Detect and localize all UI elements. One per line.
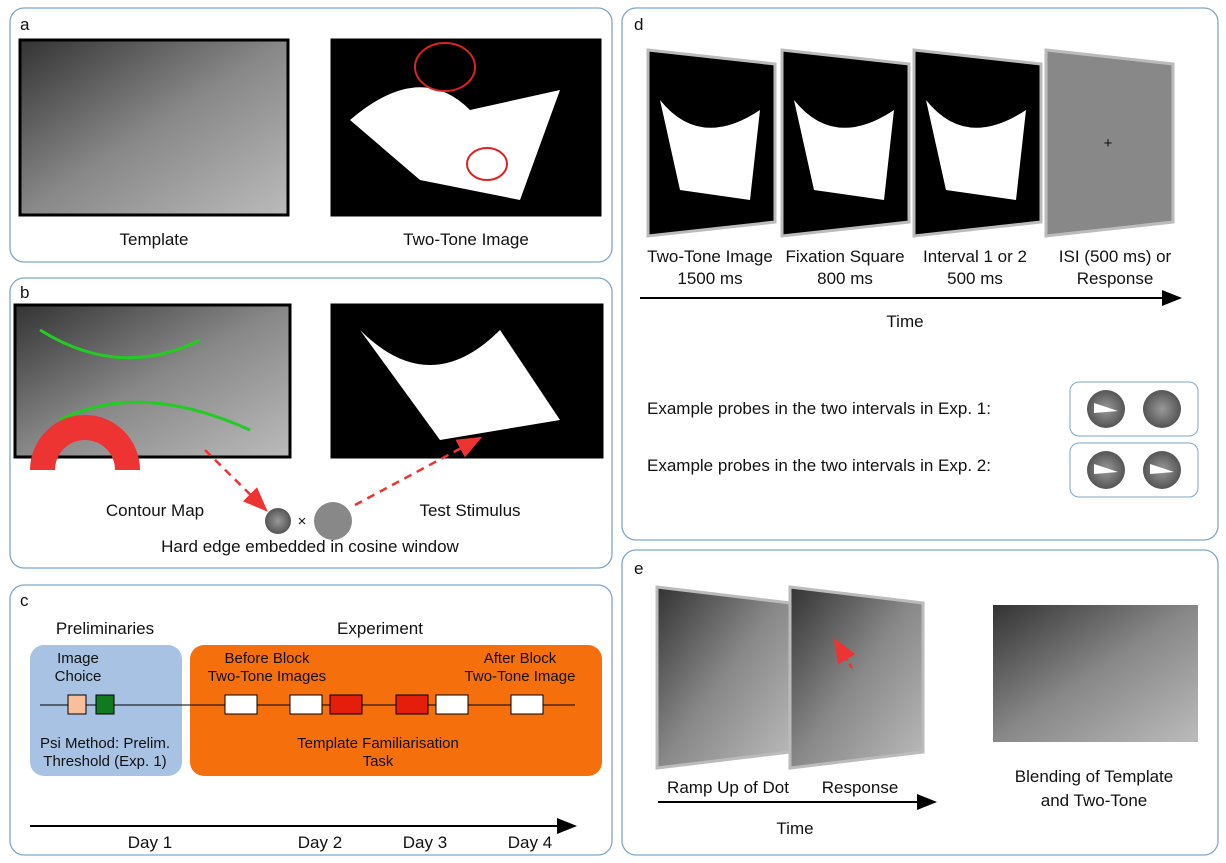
label: After Block <box>484 650 557 667</box>
axis-label: Time <box>776 819 813 838</box>
caption: Template <box>120 230 189 249</box>
block <box>436 695 468 714</box>
caption: Two-Tone Image <box>647 247 773 266</box>
block <box>68 695 86 714</box>
label: Psi Method: Prelim. <box>40 735 170 752</box>
caption: 1500 ms <box>677 269 742 288</box>
caption: 800 ms <box>817 269 873 288</box>
panel-label: b <box>20 283 29 302</box>
day-label: Day 4 <box>508 833 552 852</box>
label: Task <box>363 753 394 770</box>
caption: Ramp Up of Dot <box>667 778 789 797</box>
screen <box>790 587 923 768</box>
panel-label: c <box>20 591 29 610</box>
label: Template Familiarisation <box>297 735 459 752</box>
axis-label: Time <box>886 312 923 331</box>
caption: Two-Tone Image <box>403 230 529 249</box>
block <box>225 695 257 714</box>
panel-label: a <box>20 15 30 34</box>
block <box>396 695 428 714</box>
caption: Blending of Template <box>1015 767 1173 786</box>
block <box>330 695 362 714</box>
caption: Response <box>822 778 899 797</box>
template-image <box>20 40 288 215</box>
caption: Test Stimulus <box>419 501 520 520</box>
blend-image <box>993 605 1198 742</box>
caption: Fixation Square <box>785 247 904 266</box>
section-title: Preliminaries <box>56 619 154 638</box>
label: Before Block <box>224 650 310 667</box>
note: Hard edge embedded in cosine window <box>161 537 459 556</box>
caption: ISI (500 ms) or <box>1059 247 1172 266</box>
panel-label: d <box>634 15 643 34</box>
label: Image <box>57 650 99 667</box>
panel-label: e <box>634 559 643 578</box>
screen <box>657 587 790 768</box>
times: × <box>298 513 307 530</box>
fixation-cross: + <box>1104 135 1113 152</box>
block <box>96 695 114 714</box>
label: Threshold (Exp. 1) <box>43 753 166 770</box>
section-title: Experiment <box>337 619 423 638</box>
probe-label: Example probes in the two intervals in E… <box>647 399 991 418</box>
caption: Contour Map <box>106 501 204 520</box>
cosine-window <box>314 502 352 540</box>
block <box>511 695 543 714</box>
block <box>290 695 322 714</box>
caption: Interval 1 or 2 <box>923 247 1027 266</box>
probe <box>1143 390 1181 428</box>
label: Two-Tone Image <box>465 668 576 685</box>
probe-label: Example probes in the two intervals in E… <box>647 456 991 475</box>
day-label: Day 2 <box>298 833 342 852</box>
probe <box>265 508 291 534</box>
caption: and Two-Tone <box>1041 791 1147 810</box>
label: Two-Tone Images <box>208 668 326 685</box>
caption: Response <box>1077 269 1154 288</box>
label: Choice <box>55 668 102 685</box>
figure: a Template Two-Tone Image b × Contour Ma… <box>0 0 1226 858</box>
day-label: Day 1 <box>128 833 172 852</box>
caption: 500 ms <box>947 269 1003 288</box>
day-label: Day 3 <box>403 833 447 852</box>
